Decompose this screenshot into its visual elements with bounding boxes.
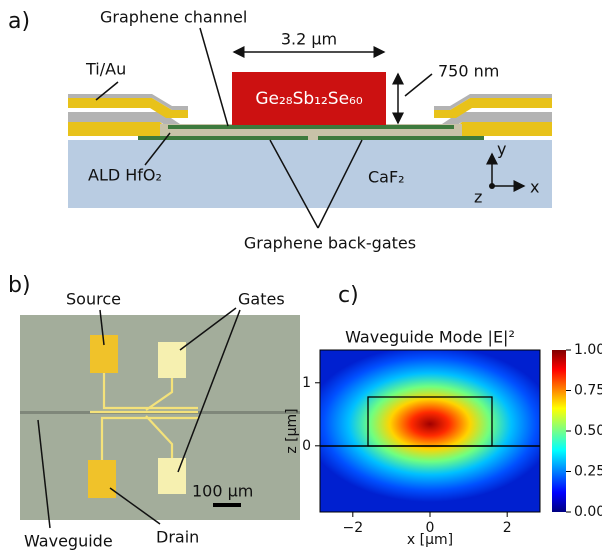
gold-layer [68,122,176,136]
drain-label: Drain [156,528,199,547]
waveguide-label: Waveguide [24,532,113,550]
channel-label: Graphene channel [100,8,247,27]
y-axis-label: z [μm] [284,408,300,453]
axis-label: y [497,140,506,159]
pad [88,460,116,498]
colorbar-tick-label: 0.00 [574,504,602,520]
contact-label: Ti/Au [85,60,126,79]
leader [405,74,432,96]
plot-title: Waveguide Mode |E|² [345,328,515,347]
gates-label: Gates [238,290,285,309]
y-tick-label: 0 [302,438,311,454]
height-label: 750 nm [438,62,499,81]
graphene-channel [168,125,454,129]
dielectric-label: ALD HfO₂ [88,166,162,185]
x-tick-label: 2 [503,520,512,536]
leader [200,28,228,126]
back-gate [318,136,484,140]
heatmap [305,346,555,512]
axis-origin [489,183,495,189]
axis-label: z [474,188,482,207]
panel-label: a) [8,9,30,34]
panel-label: b) [8,273,31,298]
y-tick-label: 1 [302,375,311,391]
mode-field [305,346,555,502]
panel-b: b) 100 μm Source Gates Waveguide Drain [8,273,300,550]
source-label: Source [66,290,121,309]
colorbar-tick-label: 0.75 [574,383,602,399]
panel-c: c) Waveguide Mode |E|² x [μm] z [μm] [284,283,566,548]
figure: a) Ge₂₈Sb₁₂Se₆₀ Graphene channel 3.2 μm … [0,0,602,550]
width-label: 3.2 μm [281,30,337,49]
colorbar-tick-label: 1.00 [574,342,602,358]
x-tick-label: 0 [426,520,435,536]
gates-label: Graphene back-gates [244,234,416,253]
material-label: Ge₂₈Sb₁₂Se₆₀ [255,89,363,109]
x-tick-label: −2 [342,520,363,536]
axis-label: x [530,178,539,197]
scale-label: 100 μm [192,482,253,501]
colorbar-tick-label: 0.25 [574,464,602,480]
panel-label: c) [338,283,359,308]
substrate-label: CaF₂ [368,168,405,187]
scale-bar [213,503,241,507]
back-gate [138,136,308,140]
panel-a: a) Ge₂₈Sb₁₂Se₆₀ Graphene channel 3.2 μm … [8,8,552,253]
colorbar [552,350,566,512]
colorbar-tick-label: 0.50 [574,423,602,439]
pad [158,342,186,378]
